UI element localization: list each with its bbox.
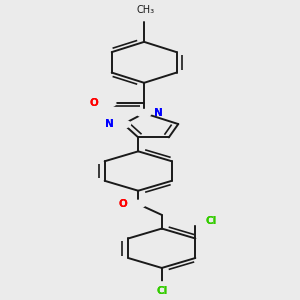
Text: CH₃: CH₃ <box>136 5 155 15</box>
Text: N: N <box>105 119 114 129</box>
Text: Cl: Cl <box>206 216 217 226</box>
Text: Cl: Cl <box>156 286 167 296</box>
Text: O: O <box>89 98 98 108</box>
Text: O: O <box>119 199 128 209</box>
Text: Cl: Cl <box>206 216 217 226</box>
Text: O: O <box>119 199 128 209</box>
Circle shape <box>188 217 203 224</box>
Text: N: N <box>154 108 162 118</box>
Text: Cl: Cl <box>156 286 167 296</box>
Circle shape <box>155 282 169 289</box>
Circle shape <box>131 200 145 208</box>
Text: N: N <box>154 108 162 118</box>
Circle shape <box>102 100 116 107</box>
Circle shape <box>137 110 151 117</box>
Text: O: O <box>89 98 98 108</box>
Text: N: N <box>105 119 114 129</box>
Circle shape <box>116 120 130 128</box>
